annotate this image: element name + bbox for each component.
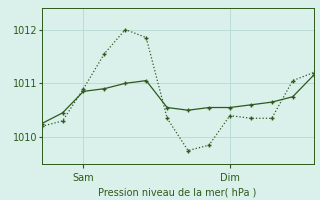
X-axis label: Pression niveau de la mer( hPa ): Pression niveau de la mer( hPa ) — [99, 187, 257, 197]
